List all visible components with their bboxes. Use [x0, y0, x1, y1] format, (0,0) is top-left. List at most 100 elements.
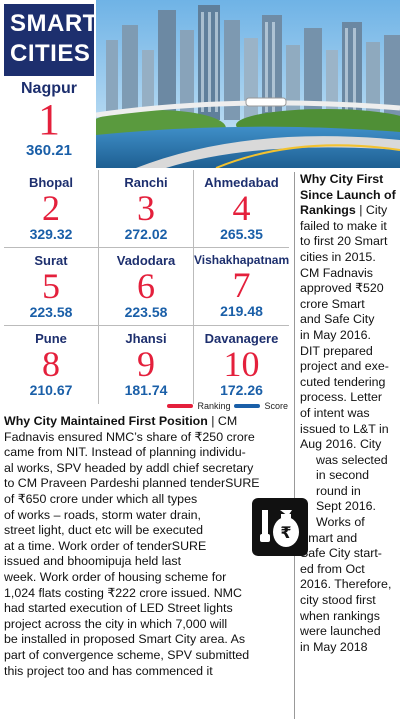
sidebar-line: was selected — [316, 452, 388, 467]
article-heading-line: Why City Maintained First Position | CM — [4, 414, 290, 430]
ranking-cell: Ahmedabad 4 265.35 — [194, 170, 289, 248]
featured-city-rank: 1 — [38, 95, 60, 144]
city-score: 219.48 — [220, 303, 263, 319]
city-name: Bhopal — [28, 175, 74, 190]
city-skyline-icon — [96, 0, 400, 168]
sidebar-line: in May 2018 — [300, 639, 368, 654]
article-line: at a time. Work order of tenderSURE — [4, 538, 207, 553]
sidebar-heading-line: Rankings — [300, 203, 356, 218]
sidebar-line: Safe City start- — [300, 546, 382, 561]
article-line: week. Work order of housing scheme for — [4, 569, 227, 584]
header: SMART CITIES Nagpur 1 360.21 — [0, 0, 400, 168]
money-bag-icon: ₹ — [252, 498, 308, 556]
legend-score-label: Score — [264, 401, 288, 411]
article-line: al works, SPV headed by addl chief secre… — [4, 460, 254, 475]
sidebar-line: ed from Oct — [300, 561, 365, 576]
sidebar-line: when rankings — [300, 608, 380, 623]
article-line: part of convergence scheme, SPV submitte… — [4, 647, 250, 662]
article-line: came from NIT. Instead of planning indiv… — [4, 445, 246, 460]
city-name: Vadodara — [116, 253, 176, 268]
legend-ranking-label: Ranking — [197, 401, 231, 411]
article-heading: Why City Maintained First Position — [4, 414, 208, 428]
sidebar-line: cuted tendering — [300, 374, 386, 389]
city-rank: 9 — [137, 344, 155, 384]
ranking-cell: Jhansi 9 181.74 — [99, 326, 194, 404]
title-line-2: CITIES — [10, 40, 91, 67]
city-score: 272.02 — [124, 226, 168, 242]
city-rank: 2 — [42, 188, 60, 228]
city-rank: 10 — [223, 344, 260, 384]
ranking-cell: Pune 8 210.67 — [4, 326, 99, 404]
city-rank: 5 — [42, 266, 60, 306]
city-rank: 4 — [232, 188, 251, 228]
city-score: 181.74 — [124, 382, 168, 398]
sidebar-line: | City — [359, 203, 388, 218]
sidebar-line: were launched — [300, 624, 381, 639]
ranking-cell: Ranchi 3 272.02 — [99, 170, 194, 248]
legend-score-swatch — [234, 404, 261, 408]
sidebar-line: Smart and — [300, 530, 358, 545]
sidebar-line: failed to make it — [300, 218, 387, 233]
sidebar-line: Works of — [316, 515, 365, 530]
city-name: Jhansi — [125, 331, 167, 346]
article-line: street light, duct etc will be executed — [4, 523, 204, 538]
city-score: 265.35 — [220, 226, 263, 242]
article-line: Fadnavis ensured NMC’s share of ₹250 cro… — [4, 429, 255, 444]
sidebar-line: and Safe City — [300, 312, 375, 327]
article-line: issued and bhoomipuja held last — [4, 554, 182, 569]
city-name: Ranchi — [124, 175, 168, 190]
sidebar-line: Sept 2016. — [316, 499, 376, 514]
city-score: 223.58 — [29, 304, 73, 320]
sidebar-line: cities in 2015. — [300, 249, 376, 264]
article-line: project across the city in which 7,000 w… — [4, 616, 228, 631]
featured-city-card: Nagpur 1 360.21 — [4, 76, 94, 164]
sidebar-line: city stood first — [300, 593, 376, 608]
article-line: had started execution of LED Street ligh… — [4, 601, 233, 616]
sidebar-line: issued to L&T in — [300, 421, 389, 436]
city-score: 172.26 — [220, 382, 263, 398]
city-rank: 7 — [232, 265, 251, 305]
featured-city-score: 360.21 — [26, 142, 72, 159]
article-line: | CM — [211, 414, 238, 428]
article-line: to CM Praveen Pardeshi planned tenderSUR… — [4, 476, 260, 491]
sidebar-line: DIT prepared — [300, 343, 373, 358]
sidebar-heading-line: Since Launch of — [300, 187, 396, 202]
article-line: of ₹650 crore under which all types — [4, 491, 198, 506]
ranking-cell: Bhopal 2 329.32 — [4, 170, 99, 248]
city-rank: 3 — [137, 188, 155, 228]
svg-text:₹: ₹ — [280, 523, 291, 542]
sidebar-line: Aug 2016. City — [300, 437, 382, 452]
sidebar-line: approved ₹520 — [300, 281, 384, 296]
legend: Ranking Score — [167, 401, 288, 411]
sidebar-line: round in — [316, 483, 361, 498]
city-score: 223.58 — [124, 304, 168, 320]
sidebar-line: in second — [316, 468, 370, 483]
sidebar-article: Why City First Since Launch of Rankings … — [294, 172, 400, 719]
legend-ranking-swatch — [167, 404, 194, 408]
city-score: 329.32 — [29, 226, 73, 242]
ranking-cell: Surat 5 223.58 — [4, 248, 99, 326]
rankings-grid: Bhopal 2 329.32 Ranchi 3 272.02 Ahmedaba… — [4, 170, 290, 411]
city-name: Ahmedabad — [204, 175, 279, 190]
sidebar-line: crore Smart — [300, 296, 365, 311]
sidebar-heading-line-with-text: Rankings | City — [300, 203, 400, 219]
article-line: this project too and has commenced it — [4, 663, 213, 678]
ranking-cell: Vishakhapatnam 7 219.48 — [194, 248, 289, 326]
city-rank: 6 — [137, 266, 155, 306]
sidebar-line: in May 2016. — [300, 327, 371, 342]
sidebar-line: process. Letter — [300, 390, 382, 405]
article-line: 1,024 flats costing ₹222 crore issued. N… — [4, 585, 242, 600]
article-line: of works – roads, storm water drain, — [4, 507, 201, 522]
title-box: SMART CITIES — [4, 4, 97, 76]
sidebar-line: 2016. Therefore, — [300, 577, 392, 592]
article-line: be installed in proposed Smart City area… — [4, 632, 246, 647]
featured-city-name: Nagpur — [21, 80, 77, 97]
city-name: Pune — [35, 331, 67, 346]
city-name: Davanagere — [204, 331, 279, 346]
sidebar-heading-line: Why City First — [300, 172, 384, 186]
city-rank: 8 — [42, 344, 60, 384]
sidebar-line: CM Fadnavis — [300, 265, 373, 280]
city-name: Surat — [34, 253, 68, 268]
city-score: 210.67 — [29, 382, 73, 398]
sidebar-line: project and exe- — [300, 359, 389, 374]
